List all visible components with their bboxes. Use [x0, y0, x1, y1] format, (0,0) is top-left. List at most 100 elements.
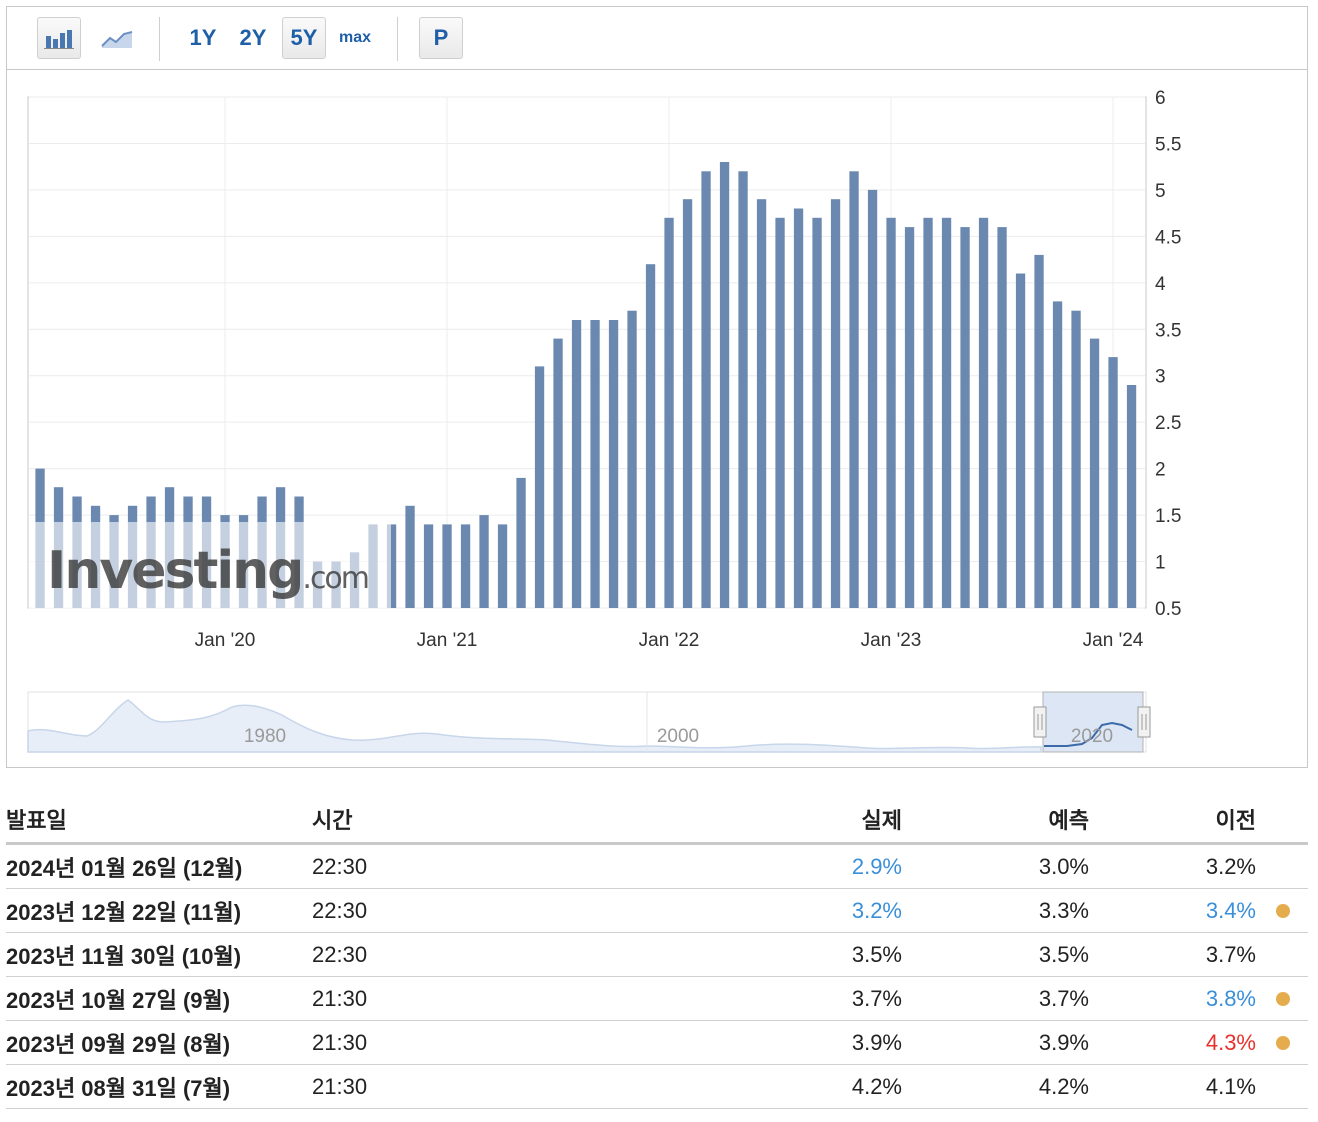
- x-tick-label: Jan '20: [195, 630, 256, 651]
- header-forecast[interactable]: 예측: [1048, 807, 1089, 833]
- row-actual: 3.9%: [851, 1029, 902, 1055]
- row-date: 2024년 01월 26일 (12월): [6, 855, 243, 881]
- header-time[interactable]: 시간: [312, 807, 353, 833]
- table-row: 2024년 01월 26일 (12월) 22:30 2.9% 3.0% 3.2%: [6, 845, 1308, 889]
- bar: [775, 217, 785, 609]
- bar: [516, 477, 526, 608]
- bar: [1034, 254, 1044, 608]
- range-2y-button[interactable]: 2Y: [239, 25, 267, 50]
- bar: [830, 199, 841, 608]
- toolbar-separator: [397, 17, 398, 61]
- bar: [608, 320, 619, 608]
- watermark-suffix: .com: [302, 561, 368, 596]
- bar: [1052, 301, 1063, 608]
- watermark-brand: Investing: [47, 541, 302, 601]
- revised-indicator-icon[interactable]: [1276, 992, 1290, 1006]
- revised-indicator-icon[interactable]: [1276, 1036, 1290, 1050]
- table-row: 2023년 09월 29일 (8월) 21:30 3.9% 3.9% 4.3%: [6, 1021, 1308, 1065]
- release-history-table: 발표일 시간 실제 예측 이전 2024년 01월 26일 (12월) 22:30…: [6, 795, 1308, 1109]
- navigator-left-handle[interactable]: [1033, 706, 1047, 738]
- row-previous: 3.7%: [1205, 941, 1256, 967]
- row-actual: 3.7%: [851, 985, 902, 1011]
- table-row: 2023년 10월 27일 (9월) 21:30 3.7% 3.7% 3.8%: [6, 977, 1308, 1021]
- row-previous: 4.1%: [1205, 1073, 1256, 1099]
- header-previous[interactable]: 이전: [1215, 807, 1256, 833]
- bar: [553, 338, 563, 608]
- table-row: 2023년 08월 31일 (7월) 21:30 4.2% 4.2% 4.1%: [6, 1065, 1308, 1109]
- row-time: 22:30: [312, 897, 368, 923]
- row-time: 21:30: [312, 1029, 368, 1055]
- row-forecast: 3.0%: [1038, 853, 1089, 879]
- bar: [923, 217, 933, 609]
- bar: [682, 199, 693, 608]
- bar: [738, 171, 748, 609]
- row-date: 2023년 09월 29일 (8월): [6, 1031, 231, 1057]
- bar: [460, 524, 471, 608]
- x-tick-label: Jan '22: [639, 630, 700, 651]
- row-previous: 3.4%: [1205, 897, 1256, 923]
- bar: [590, 320, 600, 608]
- y-tick-label: 5.5: [1155, 134, 1181, 155]
- navigator[interactable]: 1980 2000 2020: [27, 691, 1151, 753]
- row-previous: 3.2%: [1205, 853, 1256, 879]
- navigator-label-1980: 1980: [244, 726, 286, 747]
- y-tick-label: 4.5: [1155, 227, 1181, 248]
- navigator-label-2020: 2020: [1071, 726, 1113, 747]
- svg-text:Investing.com: Investing.com: [47, 541, 368, 601]
- row-forecast: 4.2%: [1038, 1073, 1089, 1099]
- revised-indicator-icon[interactable]: [1276, 904, 1290, 918]
- navigator-right-handle[interactable]: [1137, 706, 1151, 738]
- x-tick-label: Jan '24: [1083, 630, 1144, 651]
- navigator-label-2000: 2000: [657, 726, 699, 747]
- chart-area: Investing.com 0.5 1 1.5 2 2.5 3 3.5 4 4.5 5 5.5 6 J…: [27, 88, 1181, 753]
- y-tick-label: 2.5: [1155, 413, 1181, 434]
- row-time: 21:30: [312, 985, 368, 1011]
- bar: [386, 524, 397, 608]
- line-chart-icon: [101, 31, 133, 48]
- bar: [1108, 357, 1118, 608]
- chart-toolbar: 1Y 2Y 5Y max P: [7, 7, 1307, 70]
- bar: [701, 171, 711, 609]
- y-axis-labels: 0.5 1 1.5 2 2.5 3 3.5 4 4.5 5 5.5 6: [1155, 88, 1181, 620]
- bar-chart-button[interactable]: [37, 17, 81, 59]
- line-chart-button[interactable]: [95, 17, 139, 59]
- y-tick-label: 4: [1155, 274, 1166, 295]
- bar-chart-icon: [44, 30, 74, 49]
- row-previous: 4.3%: [1205, 1029, 1256, 1055]
- row-date: 2023년 10월 27일 (9월): [6, 987, 231, 1013]
- bar: [442, 524, 452, 608]
- x-tick-label: Jan '21: [417, 630, 478, 651]
- header-actual[interactable]: 실제: [861, 807, 902, 833]
- p-button[interactable]: P: [419, 17, 463, 59]
- chart-panel: 1Y 2Y 5Y max P Investing.com 0.5 1 1.5 2 2.5…: [6, 6, 1308, 768]
- bar: [904, 227, 915, 608]
- row-time: 21:30: [312, 1073, 368, 1099]
- y-tick-label: 0.5: [1155, 599, 1181, 620]
- bar: [812, 217, 822, 609]
- bar: [571, 320, 582, 608]
- row-date: 2023년 08월 31일 (7월): [6, 1075, 231, 1101]
- row-forecast: 3.9%: [1038, 1029, 1089, 1055]
- x-tick-label: Jan '23: [861, 630, 922, 651]
- navigator-selected-line: [1044, 721, 1133, 747]
- row-actual: 4.2%: [851, 1073, 902, 1099]
- header-date[interactable]: 발표일: [6, 807, 67, 833]
- row-previous: 3.8%: [1205, 985, 1256, 1011]
- y-tick-label: 2: [1155, 460, 1166, 481]
- range-1y-button[interactable]: 1Y: [189, 25, 217, 50]
- navigator-area: [27, 699, 1042, 753]
- range-5y-button[interactable]: 5Y: [282, 17, 326, 59]
- bar: [497, 524, 508, 608]
- range-max-button[interactable]: max: [338, 29, 372, 46]
- y-tick-label: 1: [1155, 553, 1166, 574]
- bar: [849, 171, 859, 609]
- bar: [479, 515, 489, 608]
- bar: [756, 199, 767, 608]
- y-tick-label: 3: [1155, 367, 1166, 388]
- y-tick-label: 6: [1155, 88, 1166, 109]
- bar: [534, 366, 545, 608]
- table-row: 2023년 12월 22일 (11월) 22:30 3.2% 3.3% 3.4%: [6, 889, 1308, 933]
- bar: [867, 189, 878, 608]
- row-date: 2023년 11월 30일 (10월): [6, 943, 242, 969]
- table-row: 2023년 11월 30일 (10월) 22:30 3.5% 3.5% 3.7%: [6, 933, 1308, 977]
